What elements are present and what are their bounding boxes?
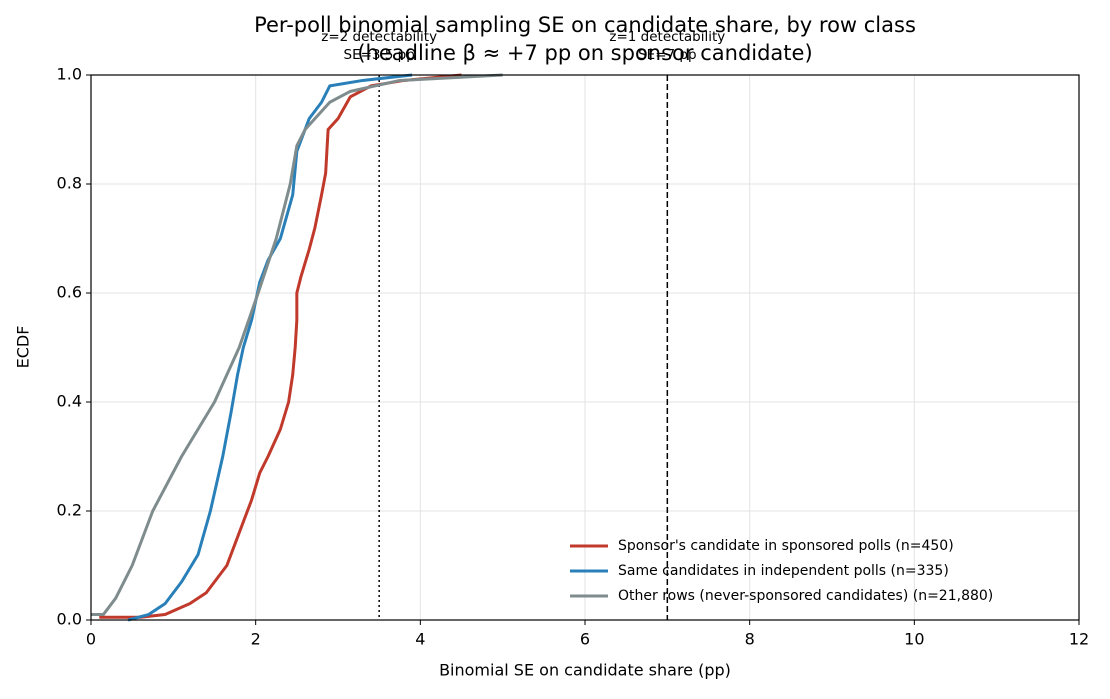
x-tick-label: 10	[904, 630, 924, 649]
ecdf-line	[127, 73, 413, 622]
annotation: SE=3.5 pp	[344, 47, 415, 63]
y-tick-label: 1.0	[57, 65, 82, 84]
y-tick-label: 0.8	[57, 174, 82, 193]
legend-label: Same candidates in independent polls (n=…	[618, 563, 949, 579]
chart-title: Per-poll binomial sampling SE on candida…	[254, 13, 916, 37]
ecdf-line	[91, 73, 503, 617]
y-tick-label: 0.2	[57, 501, 82, 520]
x-tick-label: 2	[251, 630, 261, 649]
x-tick-label: 4	[415, 630, 425, 649]
chart-subtitle: (headline β ≈ +7 pp on sponsor candidate…	[357, 41, 812, 65]
x-tick-label: 12	[1069, 630, 1089, 649]
x-tick-label: 0	[86, 630, 96, 649]
y-axis-label: ECDF	[14, 326, 33, 369]
annotation: z=1 detectability	[609, 29, 725, 45]
y-tick-label: 0.4	[57, 392, 82, 411]
legend-label: Other rows (never-sponsored candidates) …	[618, 588, 993, 604]
ecdf-line	[99, 73, 462, 619]
annotation: SE=7 pp	[638, 47, 696, 63]
y-tick-label: 0.6	[57, 283, 82, 302]
plot-frame	[90, 74, 1080, 621]
y-tick-label: 0.0	[57, 610, 82, 629]
x-tick-label: 6	[580, 630, 590, 649]
x-tick-label: 8	[745, 630, 755, 649]
x-axis-label: Binomial SE on candidate share (pp)	[439, 661, 731, 680]
legend-label: Sponsor's candidate in sponsored polls (…	[618, 538, 954, 554]
annotation: z=2 detectability	[321, 29, 437, 45]
